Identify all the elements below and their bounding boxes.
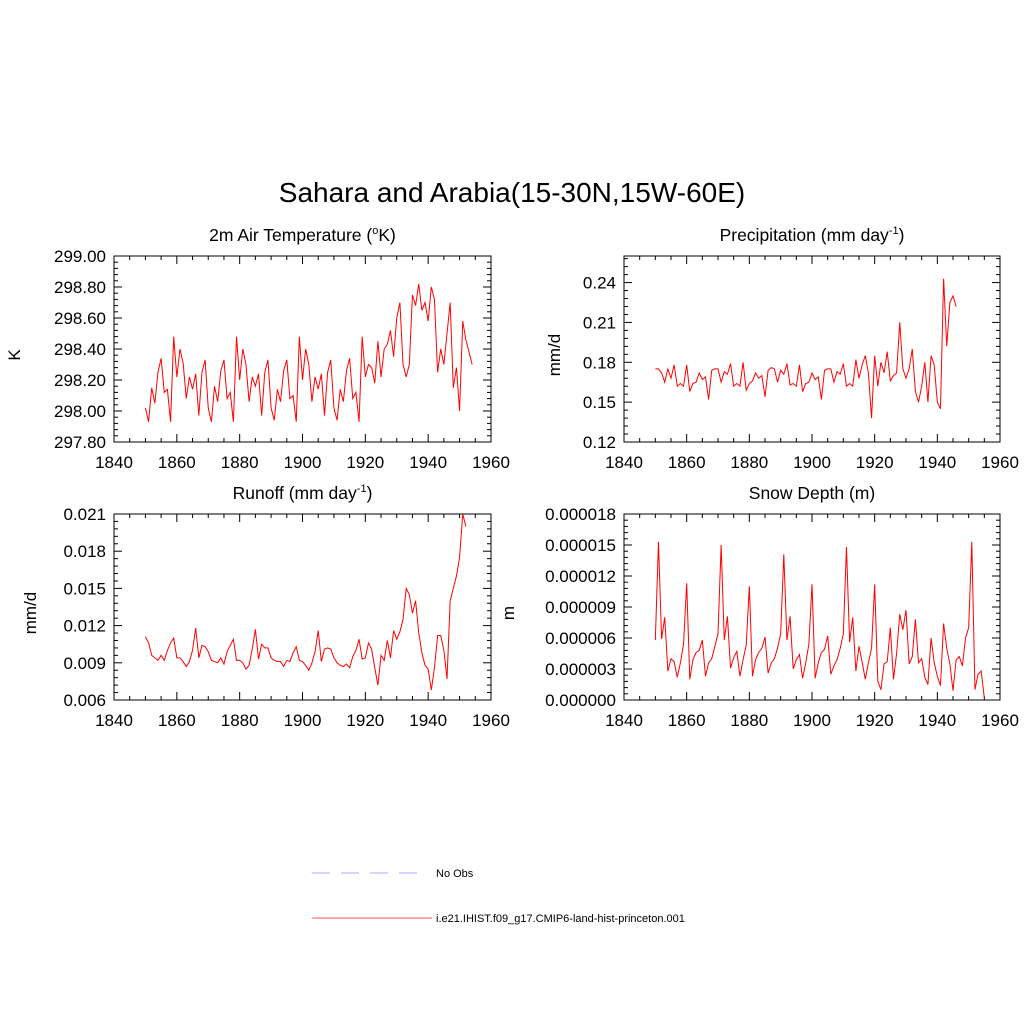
- y-tick-label: 0.006: [63, 691, 106, 710]
- y-tick-label: 0.021: [63, 505, 106, 524]
- x-tick-label: 1880: [730, 711, 768, 730]
- series-line: [144, 283, 473, 422]
- x-tick-label: 1840: [605, 453, 643, 472]
- panel-title: Runoff (mm day-1): [233, 483, 373, 503]
- x-tick-label: 1900: [284, 453, 322, 472]
- y-axis-label: mm/d: [545, 334, 564, 377]
- x-tick-label: 1840: [95, 711, 133, 730]
- x-tick-label: 1960: [981, 711, 1019, 730]
- x-tick-label: 1900: [793, 453, 831, 472]
- y-tick-label: 0.12: [583, 433, 616, 452]
- panel-4: 1840 1860 1880 1900 1920 1940 1960 0.000000 0.00…: [499, 483, 1019, 730]
- y-tick-label: 0.000018: [545, 505, 616, 524]
- y-axis-label: K: [5, 349, 24, 361]
- x-tick-label: 1860: [668, 711, 706, 730]
- x-tick-label: 1960: [981, 453, 1019, 472]
- x-tick-label: 1860: [158, 711, 196, 730]
- y-tick-label: 0.21: [583, 313, 616, 332]
- panel-title: Precipitation (mm day-1): [720, 225, 905, 245]
- series-line: [654, 541, 985, 698]
- panel-3: 1840 1860 1880 1900 1920 1940 1960 0.006 0.009 0.…: [21, 483, 510, 730]
- legend-label-no-obs: No Obs: [436, 868, 474, 880]
- y-tick-label: 298.00: [54, 402, 106, 421]
- y-tick-label: 0.15: [583, 393, 616, 412]
- panel-title-main: 2m Air Temperature (: [209, 225, 372, 245]
- y-tick-label: 0.000000: [545, 691, 616, 710]
- y-tick-label: 0.009: [63, 654, 106, 673]
- panel-title: 2m Air Temperature (oK): [209, 225, 396, 245]
- panels: 1840 1860 1880 1900 1920 1940 1960 297.80 298.00…: [5, 225, 1019, 730]
- x-tick-label: 1920: [346, 453, 384, 472]
- panel-title-superscript: o: [372, 225, 378, 237]
- panel-2: 1840 1860 1880 1900 1920 1940 1960 0.12 0.15 0.18…: [545, 225, 1019, 472]
- y-tick-label: 0.000003: [545, 660, 616, 679]
- x-tick-label: 1880: [221, 711, 259, 730]
- x-tick-label: 1940: [409, 711, 447, 730]
- main-title: Sahara and Arabia(15-30N,15W-60E): [279, 177, 745, 208]
- y-tick-label: 0.012: [63, 617, 106, 636]
- x-tick-label: 1940: [918, 711, 956, 730]
- y-tick-label: 298.40: [54, 340, 106, 359]
- series-line: [655, 278, 957, 419]
- y-axis-label: m: [499, 606, 518, 620]
- plot-frame: [623, 513, 1001, 701]
- panel-title-suffix: K): [378, 225, 396, 245]
- legend: No Obs i.e21.IHIST.f09_g17.CMIP6-land-hi…: [312, 868, 685, 925]
- panel-title-superscript: -1: [357, 483, 367, 495]
- y-tick-label: 298.80: [54, 278, 106, 297]
- y-tick-label: 0.18: [583, 353, 616, 372]
- x-tick-label: 1960: [472, 453, 510, 472]
- y-tick-label: 0.24: [583, 274, 616, 293]
- y-tick-label: 0.000009: [545, 598, 616, 617]
- x-tick-label: 1900: [284, 711, 322, 730]
- x-tick-label: 1920: [346, 711, 384, 730]
- x-tick-label: 1920: [856, 711, 894, 730]
- x-tick-label: 1940: [409, 453, 447, 472]
- y-tick-label: 0.000012: [545, 567, 616, 586]
- panel-title-suffix: ): [899, 225, 905, 245]
- x-tick-label: 1840: [605, 711, 643, 730]
- y-tick-label: 0.015: [63, 579, 106, 598]
- panel-title-main: Runoff (mm day: [233, 483, 357, 503]
- panel-title-suffix: ): [367, 483, 373, 503]
- panel-title-superscript: -1: [889, 225, 899, 237]
- y-axis-label: mm/d: [21, 592, 40, 635]
- x-tick-label: 1860: [668, 453, 706, 472]
- x-tick-label: 1940: [918, 453, 956, 472]
- y-tick-label: 299.00: [54, 247, 106, 266]
- x-tick-label: 1920: [856, 453, 894, 472]
- x-tick-label: 1900: [793, 711, 831, 730]
- panel-title-main: Precipitation (mm day: [720, 225, 889, 245]
- x-tick-label: 1880: [221, 453, 259, 472]
- y-tick-label: 297.80: [54, 433, 106, 452]
- x-tick-label: 1840: [95, 453, 133, 472]
- panel-title: Snow Depth (m): [749, 483, 875, 503]
- y-tick-label: 0.018: [63, 542, 106, 561]
- y-tick-label: 298.20: [54, 371, 106, 390]
- y-tick-label: 298.60: [54, 309, 106, 328]
- x-tick-label: 1880: [730, 453, 768, 472]
- x-tick-label: 1960: [472, 711, 510, 730]
- series-line: [144, 513, 467, 691]
- legend-label-model: i.e21.IHIST.f09_g17.CMIP6-land-hist-prin…: [436, 913, 685, 925]
- panel-title-main: Snow Depth (m): [749, 483, 875, 503]
- plot-frame: [113, 513, 492, 701]
- y-tick-label: 0.000015: [545, 536, 616, 555]
- y-tick-label: 0.000006: [545, 629, 616, 648]
- x-tick-label: 1860: [158, 453, 196, 472]
- panel-1: 1840 1860 1880 1900 1920 1940 1960 297.80 298.00…: [5, 225, 510, 472]
